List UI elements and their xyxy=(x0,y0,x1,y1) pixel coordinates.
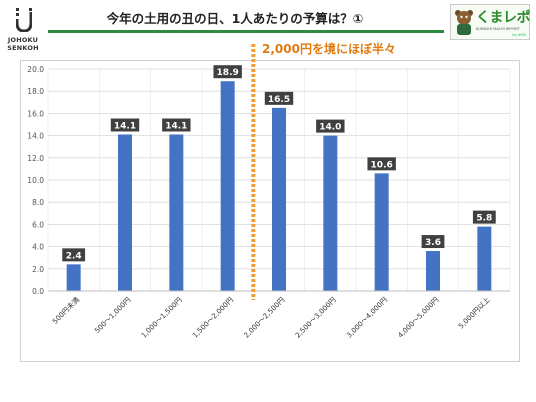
data-label: 14.0 xyxy=(319,123,341,133)
data-label-box xyxy=(367,157,396,171)
data-label: 10.6 xyxy=(371,160,393,170)
x-tick-label: 5,000円以上 xyxy=(456,295,491,330)
x-tick-label: 1,000～1,500円 xyxy=(140,296,184,340)
y-tick-label: 6.0 xyxy=(32,220,44,229)
y-tick-label: 14.0 xyxy=(27,132,44,141)
brand-byline: by JHSK xyxy=(512,33,526,37)
x-tick-label: 1,500～2,000円 xyxy=(191,296,235,340)
y-tick-label: 2.0 xyxy=(32,265,44,274)
data-label: 14.1 xyxy=(165,121,187,131)
chart-annotation: 2,000円を境にほぼ半々 xyxy=(262,42,396,56)
data-label-box xyxy=(110,118,140,132)
y-tick-label: 20.0 xyxy=(27,65,44,74)
x-tick-label: 500円未満 xyxy=(50,295,81,326)
brand-title: くまレポ xyxy=(476,10,531,26)
bar xyxy=(323,135,338,291)
data-label-box xyxy=(264,91,294,105)
brand-subtitle: KUMASHI MACHI REPORT xyxy=(476,27,520,31)
y-tick-label: 10.0 xyxy=(27,176,44,185)
data-label: 16.5 xyxy=(268,95,290,105)
y-tick-label: 16.0 xyxy=(27,109,44,118)
data-label-box xyxy=(62,248,86,262)
bar xyxy=(272,107,286,291)
data-label: 18.9 xyxy=(217,68,239,78)
data-label-box xyxy=(472,210,496,224)
bar xyxy=(66,264,81,291)
data-label-box xyxy=(162,118,191,132)
bar xyxy=(220,81,235,292)
y-tick-label: 8.0 xyxy=(32,198,44,207)
kumarepo-brand-logo: くまレポ KUMASHI MACHI REPORT by JHSK xyxy=(450,4,531,40)
chart-frame xyxy=(20,60,520,362)
bar xyxy=(118,134,132,291)
x-tick-label: 2,500～3,000円 xyxy=(294,296,338,340)
data-label: 3.6 xyxy=(425,238,441,248)
bar xyxy=(477,226,492,291)
y-tick-label: 18.0 xyxy=(27,87,44,96)
title-underline xyxy=(48,30,444,33)
x-tick-label: 2,000～2,500円 xyxy=(243,296,287,340)
data-label-box xyxy=(213,65,242,79)
bar xyxy=(374,173,389,291)
y-tick-label: 12.0 xyxy=(27,154,44,163)
data-label: 14.1 xyxy=(114,121,136,131)
logo-text-line2: SENKOH xyxy=(7,44,39,52)
data-label: 5.8 xyxy=(476,214,492,224)
data-label: 2.4 xyxy=(66,251,82,261)
logo-mark-icon xyxy=(16,8,32,32)
x-tick-label: 3,000～4,000円 xyxy=(345,296,389,340)
y-tick-label: 0.0 xyxy=(32,287,44,296)
bear-mascot-icon xyxy=(455,10,473,35)
x-tick-label: 4,000～5,000円 xyxy=(397,296,441,340)
data-label-box xyxy=(421,235,445,249)
logo-text-line1: JOHOKU xyxy=(7,36,39,44)
y-tick-label: 4.0 xyxy=(32,243,44,252)
data-label-box xyxy=(316,119,345,133)
bar xyxy=(426,251,440,291)
bar xyxy=(169,134,184,291)
x-tick-label: 500～1,000円 xyxy=(93,296,132,335)
page-title: 今年の土用の丑の日、1人あたりの予算は？① xyxy=(106,11,364,26)
johoku-senkoh-logo: JOHOKU SENKOH xyxy=(6,6,40,58)
